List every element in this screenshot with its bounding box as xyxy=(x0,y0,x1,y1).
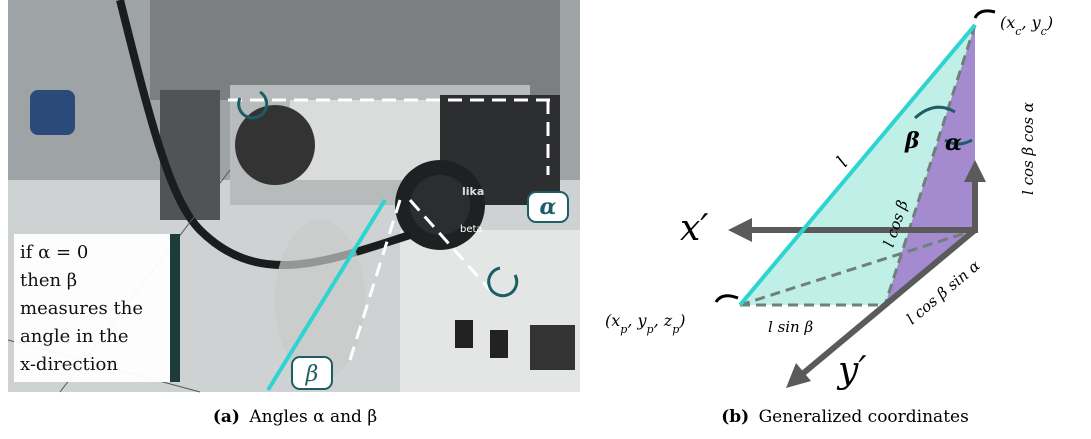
diagram xyxy=(716,11,995,388)
alpha-angle: α xyxy=(945,130,962,156)
coordinate-part: , z xyxy=(654,311,673,330)
caption-tag: (b) xyxy=(721,407,749,427)
horizontal-length: l sin β xyxy=(768,318,813,336)
note-line: if α = 0 xyxy=(20,242,88,263)
coordinate-part: ) xyxy=(678,311,685,330)
coordinate-part: , y xyxy=(1021,13,1041,32)
alpha-badge: α xyxy=(528,192,568,222)
beta-badge-text: β xyxy=(305,362,319,387)
photo-label: lika xyxy=(462,185,484,198)
note-line: angle in the xyxy=(20,326,129,347)
coordinate-part: ) xyxy=(1046,13,1053,32)
top-point-label: (xc, yc) xyxy=(1000,13,1053,38)
figure: lika beta α β if α = 0 then β measures the… xyxy=(0,0,1091,439)
alpha-badge-text: α xyxy=(540,194,557,220)
caption-text: Generalized coordinates xyxy=(759,407,969,427)
caption: (b) Generalized coordinates xyxy=(721,407,969,427)
subscript: p xyxy=(620,323,627,336)
coordinate-part: (x xyxy=(1000,13,1015,32)
subscript: p xyxy=(647,323,654,336)
coordinate-part: (x xyxy=(605,311,620,330)
vertical-length: l cos β cos α xyxy=(1019,102,1037,195)
caption-tag: (a) xyxy=(213,407,240,427)
caption-text: Angles α and β xyxy=(248,407,377,427)
rod-length: l xyxy=(833,153,853,171)
photo-label: beta xyxy=(460,224,483,235)
subscript: p xyxy=(672,323,679,336)
caption: (a) Angles α and β xyxy=(213,407,377,427)
x-axis-label: x′ xyxy=(680,208,708,249)
note-box: if α = 0 then β measures the angle in the x-… xyxy=(14,234,180,382)
coordinate-part: , y xyxy=(627,311,647,330)
note-line: measures the xyxy=(20,298,143,319)
note-line: x-direction xyxy=(20,354,118,375)
beta-angle: β xyxy=(904,128,920,154)
bottom-point-label: (xp, yp, zp) xyxy=(605,311,685,336)
note-line: then β xyxy=(20,270,77,291)
y-axis-label: y′ xyxy=(836,350,867,391)
beta-badge: β xyxy=(292,357,332,389)
